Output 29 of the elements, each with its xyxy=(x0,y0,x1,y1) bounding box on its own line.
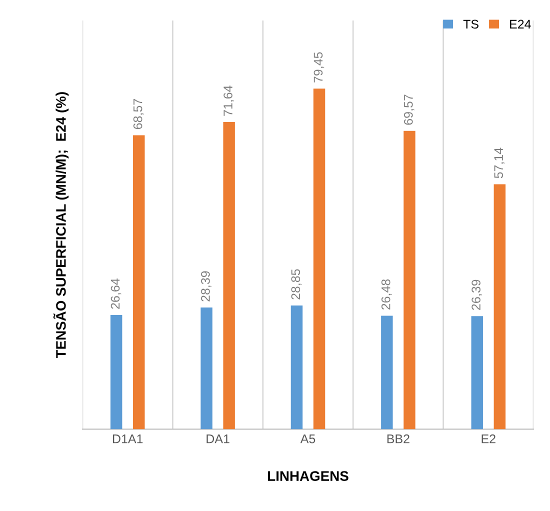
data-label: 26,48 xyxy=(381,279,392,310)
bar xyxy=(471,316,483,430)
data-label: 69,57 xyxy=(404,94,414,125)
data-label: 28,39 xyxy=(201,271,212,302)
data-label: 68,57 xyxy=(133,99,144,130)
x-tick-label: DA1 xyxy=(206,434,230,444)
x-axis-title: LINHAGENS xyxy=(268,471,348,481)
data-label: 28,85 xyxy=(291,269,302,300)
legend-label: E24 xyxy=(510,20,531,28)
x-tick-label: A5 xyxy=(300,434,316,444)
bar xyxy=(381,316,393,430)
y-axis-title: TENSÃO SUPERFICIAL (MN/M); E24 (%) xyxy=(53,92,69,358)
bar xyxy=(200,308,212,430)
x-tick-label: D1A1 xyxy=(112,434,143,444)
data-label: 26,64 xyxy=(110,278,122,309)
x-tick-label: E2 xyxy=(482,434,496,444)
data-label: 26,39 xyxy=(472,280,482,310)
data-label: 57,14 xyxy=(494,148,505,178)
bar xyxy=(494,184,506,430)
bar xyxy=(313,88,326,430)
legend-label: TS xyxy=(463,20,478,29)
bar xyxy=(110,315,122,430)
x-tick-label: BB2 xyxy=(387,434,410,444)
bar xyxy=(404,130,416,430)
bar xyxy=(223,122,235,430)
data-label: 79,45 xyxy=(314,52,324,82)
bar xyxy=(290,306,303,430)
data-label: 71,64 xyxy=(224,86,234,116)
bar xyxy=(133,135,145,430)
